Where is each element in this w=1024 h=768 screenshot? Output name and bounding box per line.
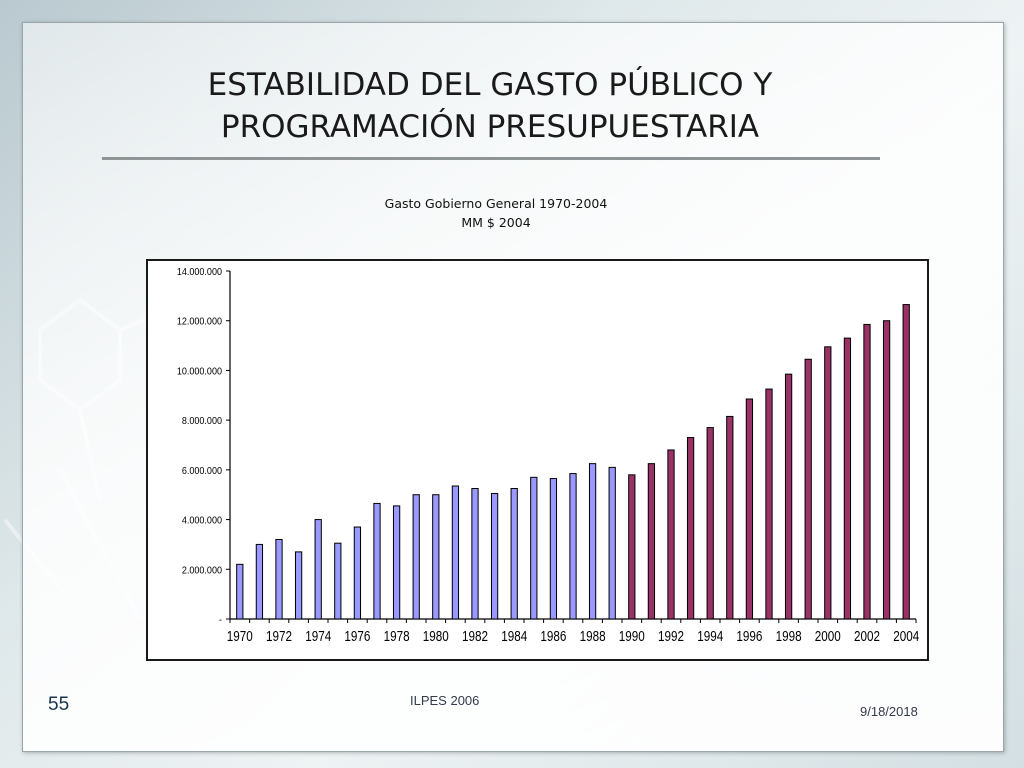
bar-1989 (608, 466, 616, 620)
bar-2003 (882, 320, 891, 620)
x-tick-label: 1984 (501, 628, 527, 645)
bar-1994 (706, 427, 714, 620)
x-tick-label: 1998 (776, 628, 802, 645)
bar-1970 (236, 563, 244, 620)
footer-date: 9/18/2018 (860, 704, 918, 719)
bar-1999 (804, 358, 812, 620)
x-tick-label: 1992 (658, 628, 684, 645)
bar-1976 (353, 526, 362, 620)
bar-1991 (647, 463, 656, 620)
bar-1983 (490, 492, 499, 620)
bar-1998 (784, 373, 793, 620)
bar-chart: - 2.000.000 4.000.000 6.000.000 8.000.000 10.… (177, 266, 920, 645)
chart-frame: - 2.000.000 4.000.000 6.000.000 8.000.000 10.… (146, 259, 929, 661)
y-tick-label: 6.000.000 (182, 465, 223, 477)
bar-1990 (628, 474, 636, 620)
x-tick-label: 1986 (540, 628, 566, 645)
bar-2004 (902, 304, 910, 620)
bar-1984 (510, 488, 518, 620)
chart-subtitle: MM $ 2004 (461, 215, 531, 230)
x-tick-label: 1978 (384, 628, 410, 645)
x-tick-label: 2004 (893, 628, 919, 645)
bar-1982 (471, 488, 479, 620)
bar-2001 (843, 337, 852, 620)
bar-1971 (255, 543, 264, 620)
y-tick-label: - (219, 614, 222, 626)
bar-1978 (392, 505, 401, 620)
bar-1992 (667, 449, 675, 620)
x-tick-label: 1994 (697, 628, 723, 645)
bar-1986 (549, 478, 558, 620)
bar-1988 (588, 463, 597, 620)
bar-1996 (745, 398, 754, 620)
bar-1995 (726, 415, 734, 620)
x-tick-label: 1990 (619, 628, 645, 645)
bar-1993 (686, 437, 695, 620)
bar-1997 (765, 388, 773, 620)
page-title: ESTABILIDAD DEL GASTO PÚBLICO Y PROGRAMA… (100, 64, 880, 148)
y-tick-label: 8.000.000 (182, 416, 223, 428)
x-tick-label: 2000 (815, 628, 841, 645)
title-line-1: ESTABILIDAD DEL GASTO PÚBLICO Y (207, 67, 773, 103)
bar-2002 (863, 323, 871, 620)
chart-title: Gasto Gobierno General 1970-2004 (384, 196, 608, 211)
bar-1985 (530, 476, 538, 620)
bar-1987 (569, 473, 577, 620)
x-tick-label: 1980 (423, 628, 449, 645)
y-tick-label: 12.000.000 (177, 316, 223, 328)
bar-2000 (824, 346, 832, 620)
x-tick-label: 1974 (305, 628, 331, 645)
x-tick-label: 1996 (736, 628, 762, 645)
bar-1974 (314, 519, 322, 620)
x-tick-label: 2002 (854, 628, 880, 645)
title-line-2: PROGRAMACIÓN PRESUPUESTARIA (220, 109, 760, 145)
x-tick-label: 1976 (344, 628, 370, 645)
x-tick-label: 1982 (462, 628, 488, 645)
bar-1979 (412, 494, 420, 620)
bar-1973 (294, 551, 303, 620)
title-divider (102, 157, 880, 160)
bar-1981 (451, 485, 460, 620)
x-tick-label: 1972 (266, 628, 292, 645)
x-tick-label: 1970 (227, 628, 253, 645)
y-tick-label: 4.000.000 (182, 515, 223, 527)
y-tick-label: 10.000.000 (177, 366, 223, 378)
bar-1977 (373, 502, 381, 620)
bar-1980 (432, 494, 440, 620)
y-tick-label: 2.000.000 (182, 565, 223, 577)
y-tick-label: 14.000.000 (177, 266, 223, 278)
page-number: 55 (48, 694, 70, 715)
x-tick-label: 1988 (580, 628, 606, 645)
bar-1975 (334, 542, 342, 620)
bar-1972 (275, 538, 283, 620)
footer-text: ILPES 2006 (410, 693, 480, 708)
